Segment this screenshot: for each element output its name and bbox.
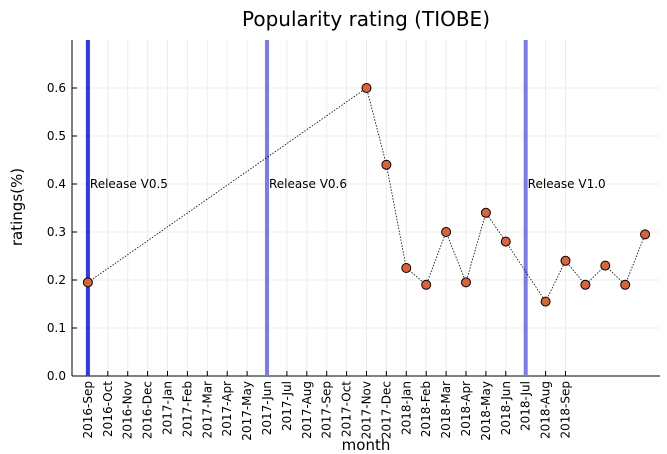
- data-point: [82, 277, 93, 288]
- data-point: [460, 277, 471, 288]
- y-tick-label: 0.5: [47, 129, 66, 143]
- x-tick-label: 2018-Jul: [519, 381, 533, 431]
- data-point: [480, 207, 491, 218]
- x-tick-label: 2016-Dec: [141, 381, 155, 439]
- data-point: [560, 255, 571, 266]
- x-tick-label: 2017-Aug: [300, 381, 314, 439]
- y-tick-label: 0.4: [47, 177, 66, 191]
- x-tick-label: 2018-Apr: [459, 381, 473, 436]
- x-tick-label: 2017-Dec: [379, 381, 393, 439]
- x-tick-label: 2017-Mar: [200, 381, 214, 439]
- x-tick-label: 2018-Jun: [499, 381, 513, 435]
- y-axis-label: ratings(%): [8, 168, 26, 246]
- data-point: [500, 236, 511, 247]
- data-point: [600, 260, 611, 271]
- x-tick-label: 2017-Jun: [260, 381, 274, 435]
- x-tick-label: 2017-Apr: [220, 381, 234, 436]
- data-point: [421, 279, 432, 290]
- data-point: [361, 83, 372, 93]
- x-tick-label: 2017-Sep: [320, 381, 334, 439]
- x-tick-label: 2018-Feb: [419, 381, 433, 437]
- y-tick-label: 0.0: [47, 369, 66, 383]
- data-point: [381, 159, 392, 170]
- x-tick-label: 2017-Jul: [280, 381, 294, 431]
- y-tick-label: 0.3: [47, 225, 66, 239]
- x-tick-label: 2017-Oct: [340, 381, 354, 437]
- x-tick-label: 2016-Oct: [101, 381, 115, 437]
- x-tick-label: 2017-Jan: [161, 381, 175, 435]
- x-tick-label: 2016-Nov: [121, 381, 135, 439]
- release-label: Release V1.0: [528, 177, 606, 191]
- x-tick-label: 2017-Nov: [359, 381, 373, 439]
- release-label: Release V0.6: [269, 177, 347, 191]
- data-point: [620, 279, 631, 290]
- y-tick-label: 0.2: [47, 273, 66, 287]
- x-tick-label: 2017-Feb: [180, 381, 194, 437]
- data-point: [580, 279, 591, 290]
- data-point: [401, 263, 412, 273]
- chart-title: Popularity rating (TIOBE): [242, 7, 490, 31]
- x-tick-label: 2018-Jan: [399, 381, 413, 435]
- data-point: [640, 229, 651, 240]
- x-tick-label: 2018-Mar: [439, 381, 453, 439]
- x-axis-label: month: [342, 436, 391, 454]
- data-point: [441, 227, 452, 237]
- x-tick-label: 2018-May: [479, 381, 493, 441]
- data-point: [540, 296, 551, 307]
- y-tick-label: 0.1: [47, 321, 66, 335]
- x-tick-label: 2018-Aug: [539, 381, 553, 439]
- x-tick-label: 2016-Sep: [81, 381, 95, 439]
- x-tick-label: 2017-May: [240, 381, 254, 441]
- y-tick-label: 0.6: [47, 81, 66, 95]
- release-label: Release V0.5: [90, 177, 168, 191]
- x-tick-label: 2018-Sep: [558, 381, 572, 439]
